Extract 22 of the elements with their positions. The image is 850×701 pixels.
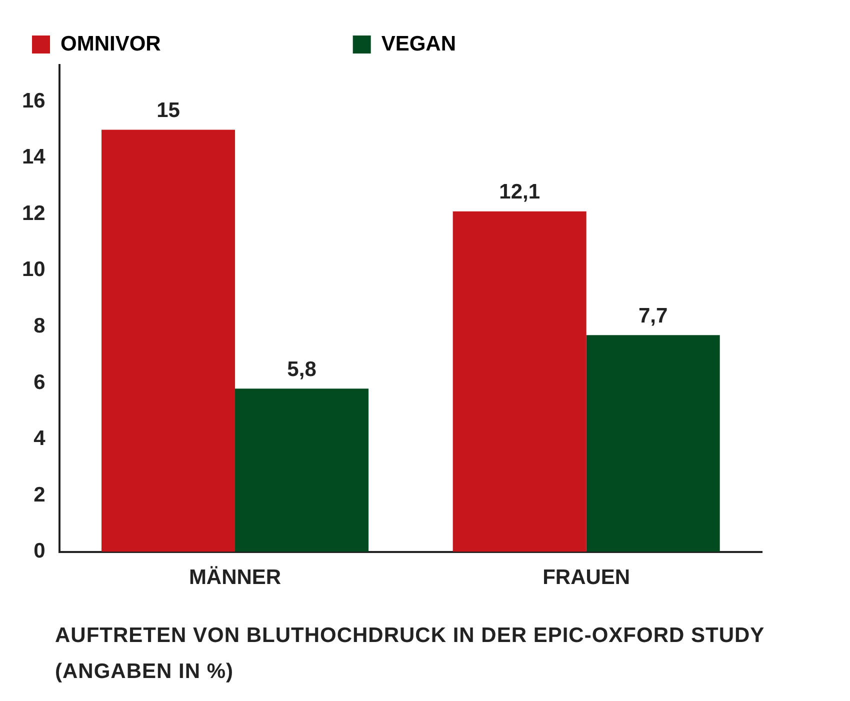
y-tick-label: 10 — [22, 258, 46, 282]
legend-label: OMNIVOR — [60, 32, 329, 56]
bar — [452, 211, 586, 552]
bar — [102, 130, 236, 552]
data-label: 12,1 — [499, 180, 540, 204]
y-tick-label: 8 — [34, 314, 46, 338]
bar — [235, 388, 369, 552]
y-tick-label: 14 — [22, 146, 46, 169]
y-tick-label: 12 — [22, 202, 46, 225]
bar — [586, 335, 720, 552]
x-tick-label: MÄNNER — [188, 566, 282, 590]
legend-label: VEGAN — [381, 32, 456, 56]
data-label: 7,7 — [638, 304, 668, 328]
y-tick-label: 0 — [34, 540, 46, 563]
y-tick-label: 2 — [34, 483, 46, 506]
data-label: 5,8 — [287, 358, 317, 381]
y-tick-label: 4 — [34, 427, 46, 450]
text: AUFTRETEN VON BLUTHOCHDRUCK IN DER EPIC-OXFORD STUDY (ANGABEN IN %) — [55, 623, 766, 685]
y-tick-label: 6 — [34, 370, 46, 394]
y-tick-label: 16 — [22, 89, 46, 112]
data-label: 15 — [156, 99, 180, 122]
x-tick-label: FRAUEN — [542, 566, 630, 590]
